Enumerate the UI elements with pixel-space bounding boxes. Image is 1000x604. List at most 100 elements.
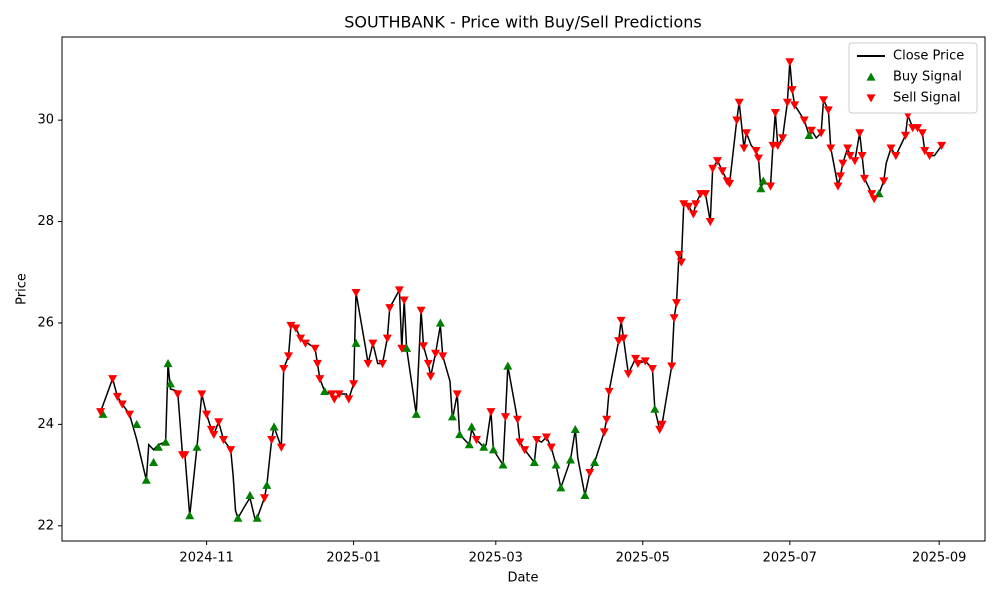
buy-marker xyxy=(565,455,575,464)
sell-marker xyxy=(855,129,865,138)
buy-marker xyxy=(233,513,243,522)
x-tick-label: 2025-09 xyxy=(912,551,966,566)
x-tick-label: 2024-11 xyxy=(179,551,233,566)
sell-marker xyxy=(790,101,800,110)
sell-marker xyxy=(688,210,698,219)
buy-marker xyxy=(132,419,142,428)
buy-marker xyxy=(245,490,255,499)
sell-marker xyxy=(310,344,320,353)
x-tick-label: 2025-07 xyxy=(763,551,817,566)
buy-marker xyxy=(455,430,465,439)
sell-marker xyxy=(691,200,701,209)
sell-marker xyxy=(900,131,910,140)
legend-label: Buy Signal xyxy=(893,70,962,85)
sell-marker xyxy=(173,390,183,399)
sell-marker xyxy=(368,339,378,348)
sell-marker xyxy=(614,337,624,346)
sell-marker xyxy=(669,314,679,323)
sell-marker xyxy=(647,365,657,374)
sell-marker xyxy=(925,152,935,161)
sell-marker xyxy=(276,443,286,452)
sell-marker xyxy=(312,359,322,369)
sell-marker xyxy=(267,435,277,445)
buy-marker xyxy=(402,343,412,352)
legend-label: Sell Signal xyxy=(893,91,961,106)
sell-marker xyxy=(717,167,727,176)
sell-marker xyxy=(214,418,224,427)
sell-marker xyxy=(112,392,122,401)
sell-marker xyxy=(778,134,788,143)
sell-marker xyxy=(787,86,797,95)
sell-marker xyxy=(546,443,556,452)
sell-marker xyxy=(363,359,373,369)
sell-marker xyxy=(860,174,870,183)
sell-marker xyxy=(585,468,595,478)
sell-marker xyxy=(937,141,947,151)
sell-marker xyxy=(838,159,848,168)
y-tick-label: 28 xyxy=(37,214,54,229)
x-tick-label: 2025-03 xyxy=(469,551,523,566)
buy-marker xyxy=(590,457,600,467)
sell-marker xyxy=(532,435,542,445)
sell-marker xyxy=(472,435,482,445)
buy-marker xyxy=(269,422,279,431)
sell-marker xyxy=(705,217,715,227)
sell-marker xyxy=(816,129,826,138)
x-tick-label: 2025-05 xyxy=(616,551,670,566)
sell-marker xyxy=(286,321,296,331)
sell-marker xyxy=(833,182,843,191)
buy-marker xyxy=(479,442,489,451)
legend: Close Price Buy Signal Sell Signal xyxy=(848,42,978,114)
sell-marker xyxy=(672,299,682,308)
sell-marker xyxy=(917,129,927,138)
sell-marker xyxy=(599,428,609,437)
sell-marker xyxy=(657,420,667,429)
sell-marker xyxy=(541,433,551,442)
buy-marker xyxy=(320,386,330,396)
buy-marker xyxy=(570,424,580,434)
buy-marker xyxy=(185,511,195,520)
chart-title: SOUTHBANK - Price with Buy/Sell Predicti… xyxy=(344,13,702,32)
y-tick-label: 30 xyxy=(37,113,54,128)
sell-marker xyxy=(291,324,301,333)
sell-marker xyxy=(766,182,776,191)
sell-marker xyxy=(782,98,792,107)
legend-label: Close Price xyxy=(893,49,964,64)
buy-marker xyxy=(464,440,474,449)
sell-marker xyxy=(725,179,735,189)
sell-marker xyxy=(799,116,809,125)
sell-marker xyxy=(394,286,404,295)
sell-marker xyxy=(344,395,354,404)
sell-marker xyxy=(712,157,722,166)
sell-marker xyxy=(206,425,216,434)
sell-marker xyxy=(423,359,433,369)
buy-marker xyxy=(149,457,159,467)
sell-marker xyxy=(431,349,441,358)
sell-marker xyxy=(857,152,867,161)
sell-marker xyxy=(486,408,496,417)
y-axis-label: Price xyxy=(15,273,30,305)
sell-marker xyxy=(751,146,761,156)
buy-marker xyxy=(165,379,175,388)
sell-marker xyxy=(124,410,134,419)
sell-marker xyxy=(623,370,633,379)
sell-marker xyxy=(218,435,228,445)
buy-marker xyxy=(503,361,513,370)
sell-marker xyxy=(631,354,641,363)
sell-marker xyxy=(879,177,889,186)
sell-marker xyxy=(835,172,845,181)
buy-marker xyxy=(650,404,660,413)
buy-marker xyxy=(351,338,361,347)
sell-marker xyxy=(640,357,650,366)
sell-marker xyxy=(845,152,855,161)
buy-marker xyxy=(447,412,457,421)
sell-marker xyxy=(891,152,901,161)
buy-marker xyxy=(529,457,539,467)
sell-marker xyxy=(397,344,407,353)
sell-marker xyxy=(399,296,409,305)
sell-marker xyxy=(334,390,344,399)
legend-swatch xyxy=(866,72,876,81)
sell-marker xyxy=(773,141,783,151)
buy-marker xyxy=(551,460,561,469)
